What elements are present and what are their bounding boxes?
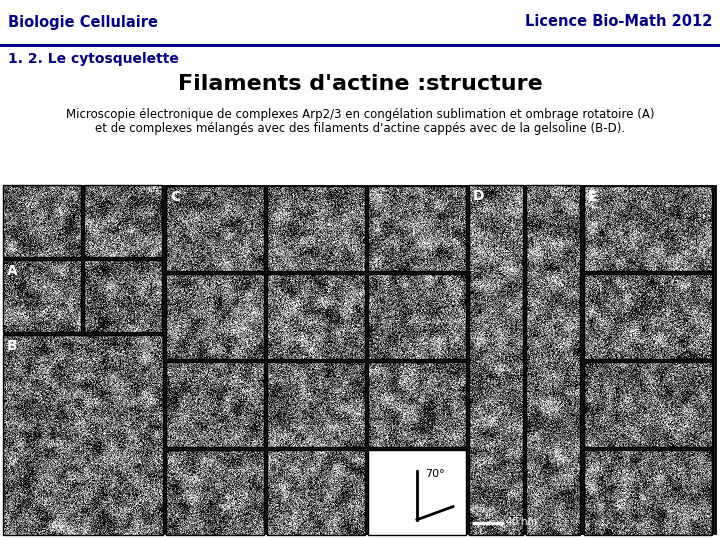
Bar [584,450,712,535]
Bar [84,185,162,257]
Bar [3,185,81,257]
Text: Biologie Cellulaire: Biologie Cellulaire [8,15,158,30]
Bar [0,44,720,47]
Bar [3,185,717,535]
Text: E: E [588,190,598,204]
Text: D: D [473,189,485,203]
Text: 1. 2. Le cytosquelette: 1. 2. Le cytosquelette [8,52,179,66]
Text: 40 nm: 40 nm [506,517,537,527]
Text: Microscopie électronique de complexes Arp2/3 en congélation sublimation et ombra: Microscopie électronique de complexes Ar… [66,108,654,121]
Bar [166,450,264,535]
Bar [166,362,264,447]
Text: Filaments d'actine :structure: Filaments d'actine :structure [178,74,542,94]
Text: Licence Bio-Math 2012: Licence Bio-Math 2012 [525,15,712,30]
Bar [368,186,466,271]
Bar [84,260,162,332]
Bar [368,274,466,359]
Bar [267,186,365,271]
Text: et de complexes mélangés avec des filaments d'actine cappés avec de la gelsoline: et de complexes mélangés avec des filame… [95,122,625,135]
Bar [166,274,264,359]
Bar [267,450,365,535]
Bar [267,274,365,359]
Bar [3,335,163,535]
Bar [469,185,523,535]
Bar [526,185,580,535]
Bar [584,362,712,447]
Bar [166,186,264,271]
Bar [584,186,712,271]
Text: B: B [7,339,17,353]
Text: A: A [7,264,18,278]
Bar [0,0,720,44]
Bar [3,260,81,332]
Bar [267,362,365,447]
Text: C: C [170,190,180,204]
Bar [584,274,712,359]
Bar [368,450,466,535]
Text: 70°: 70° [425,469,445,479]
Bar [368,362,466,447]
